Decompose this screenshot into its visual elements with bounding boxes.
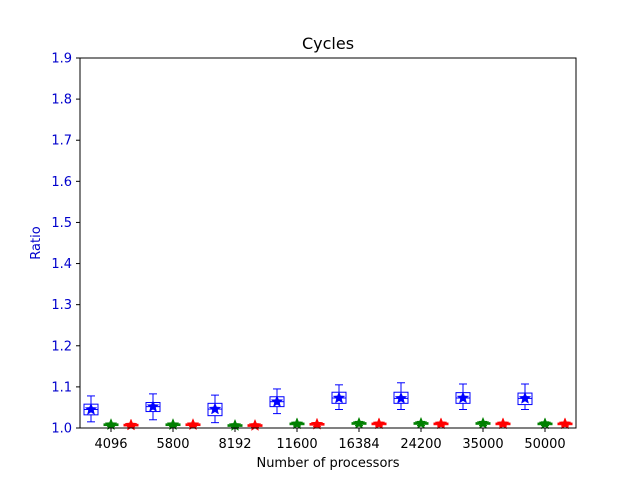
box-series-1-5800 bbox=[145, 393, 161, 421]
x-tick-label: 11600 bbox=[276, 437, 317, 452]
x-tick-label: 5800 bbox=[156, 437, 189, 452]
box-series-1-16384 bbox=[331, 384, 347, 410]
plot-area bbox=[83, 382, 573, 431]
mean-star-marker bbox=[372, 417, 386, 430]
mean-star-marker bbox=[104, 418, 118, 431]
box-series-2-8192 bbox=[227, 418, 243, 431]
mean-star-marker bbox=[456, 391, 470, 404]
x-tick-label: 16384 bbox=[338, 437, 379, 452]
box-series-3-16384 bbox=[371, 417, 387, 430]
y-tick-label: 1.4 bbox=[51, 257, 72, 272]
y-tick-label: 1.8 bbox=[51, 93, 72, 108]
y-tick-label: 1.1 bbox=[51, 380, 72, 395]
x-tick-label: 50000 bbox=[524, 437, 565, 452]
box-series-2-5800 bbox=[165, 418, 181, 431]
box-series-1-35000 bbox=[455, 383, 471, 410]
chart-title: Cycles bbox=[302, 34, 354, 53]
box-series-3-8192 bbox=[247, 418, 263, 431]
axes-frame bbox=[79, 57, 577, 429]
mean-star-marker bbox=[476, 416, 490, 429]
x-axis-title: Number of processors bbox=[256, 456, 399, 471]
mean-star-marker bbox=[186, 418, 200, 431]
mean-star-marker bbox=[166, 418, 180, 431]
box-series-3-11600 bbox=[309, 417, 325, 430]
box-series-3-24200 bbox=[433, 417, 449, 430]
box-series-3-35000 bbox=[495, 417, 511, 430]
mean-star-marker bbox=[310, 417, 324, 430]
box-series-1-4096 bbox=[83, 395, 99, 423]
mean-star-marker bbox=[332, 391, 346, 404]
y-tick-label: 1.7 bbox=[51, 134, 72, 149]
x-tick-label: 8192 bbox=[218, 437, 251, 452]
box-series-3-5800 bbox=[185, 418, 201, 431]
mean-star-marker bbox=[352, 416, 366, 429]
x-tick-label: 4096 bbox=[94, 437, 127, 452]
y-tick-label: 1.3 bbox=[51, 298, 72, 313]
mean-star-marker bbox=[414, 416, 428, 429]
box-series-2-24200 bbox=[413, 416, 429, 429]
box-series-1-50000 bbox=[517, 383, 533, 410]
y-tick-label: 1.9 bbox=[51, 52, 72, 67]
box-series-2-16384 bbox=[351, 416, 367, 429]
y-tick-label: 1.6 bbox=[51, 175, 72, 190]
mean-star-marker bbox=[270, 395, 284, 408]
box-series-2-50000 bbox=[537, 417, 553, 430]
y-tick-label: 1.5 bbox=[51, 216, 72, 231]
box-series-1-11600 bbox=[269, 388, 285, 415]
box-series-2-11600 bbox=[289, 417, 305, 430]
x-tick-label: 24200 bbox=[400, 437, 441, 452]
y-axis-title: Ratio bbox=[29, 226, 44, 259]
y-axis: 1.0 1.1 1.2 1.3 1.4 1.5 1.6 1.7 1.8 1.9 bbox=[51, 52, 80, 437]
mean-star-marker bbox=[496, 417, 510, 430]
box-series-1-8192 bbox=[207, 394, 223, 424]
mean-star-marker bbox=[394, 391, 408, 404]
mean-star-marker bbox=[146, 399, 160, 413]
box-series-3-50000 bbox=[557, 417, 573, 430]
mean-star-marker bbox=[538, 417, 552, 430]
box-series-2-35000 bbox=[475, 416, 491, 429]
mean-star-marker bbox=[434, 417, 448, 430]
mean-star-marker bbox=[208, 402, 222, 415]
mean-star-marker bbox=[518, 391, 532, 404]
x-axis: 4096 5800 8192 11600 16384 24200 35000 50000 bbox=[94, 428, 566, 452]
y-tick-label: 1.2 bbox=[51, 339, 72, 354]
x-tick-label: 35000 bbox=[462, 437, 503, 452]
box-series-1-24200 bbox=[393, 382, 409, 410]
box-series-2-4096 bbox=[103, 418, 119, 431]
y-tick-label: 1.0 bbox=[51, 422, 72, 437]
mean-star-marker bbox=[290, 417, 304, 430]
mean-star-marker bbox=[558, 417, 572, 430]
mean-star-marker bbox=[84, 402, 98, 415]
